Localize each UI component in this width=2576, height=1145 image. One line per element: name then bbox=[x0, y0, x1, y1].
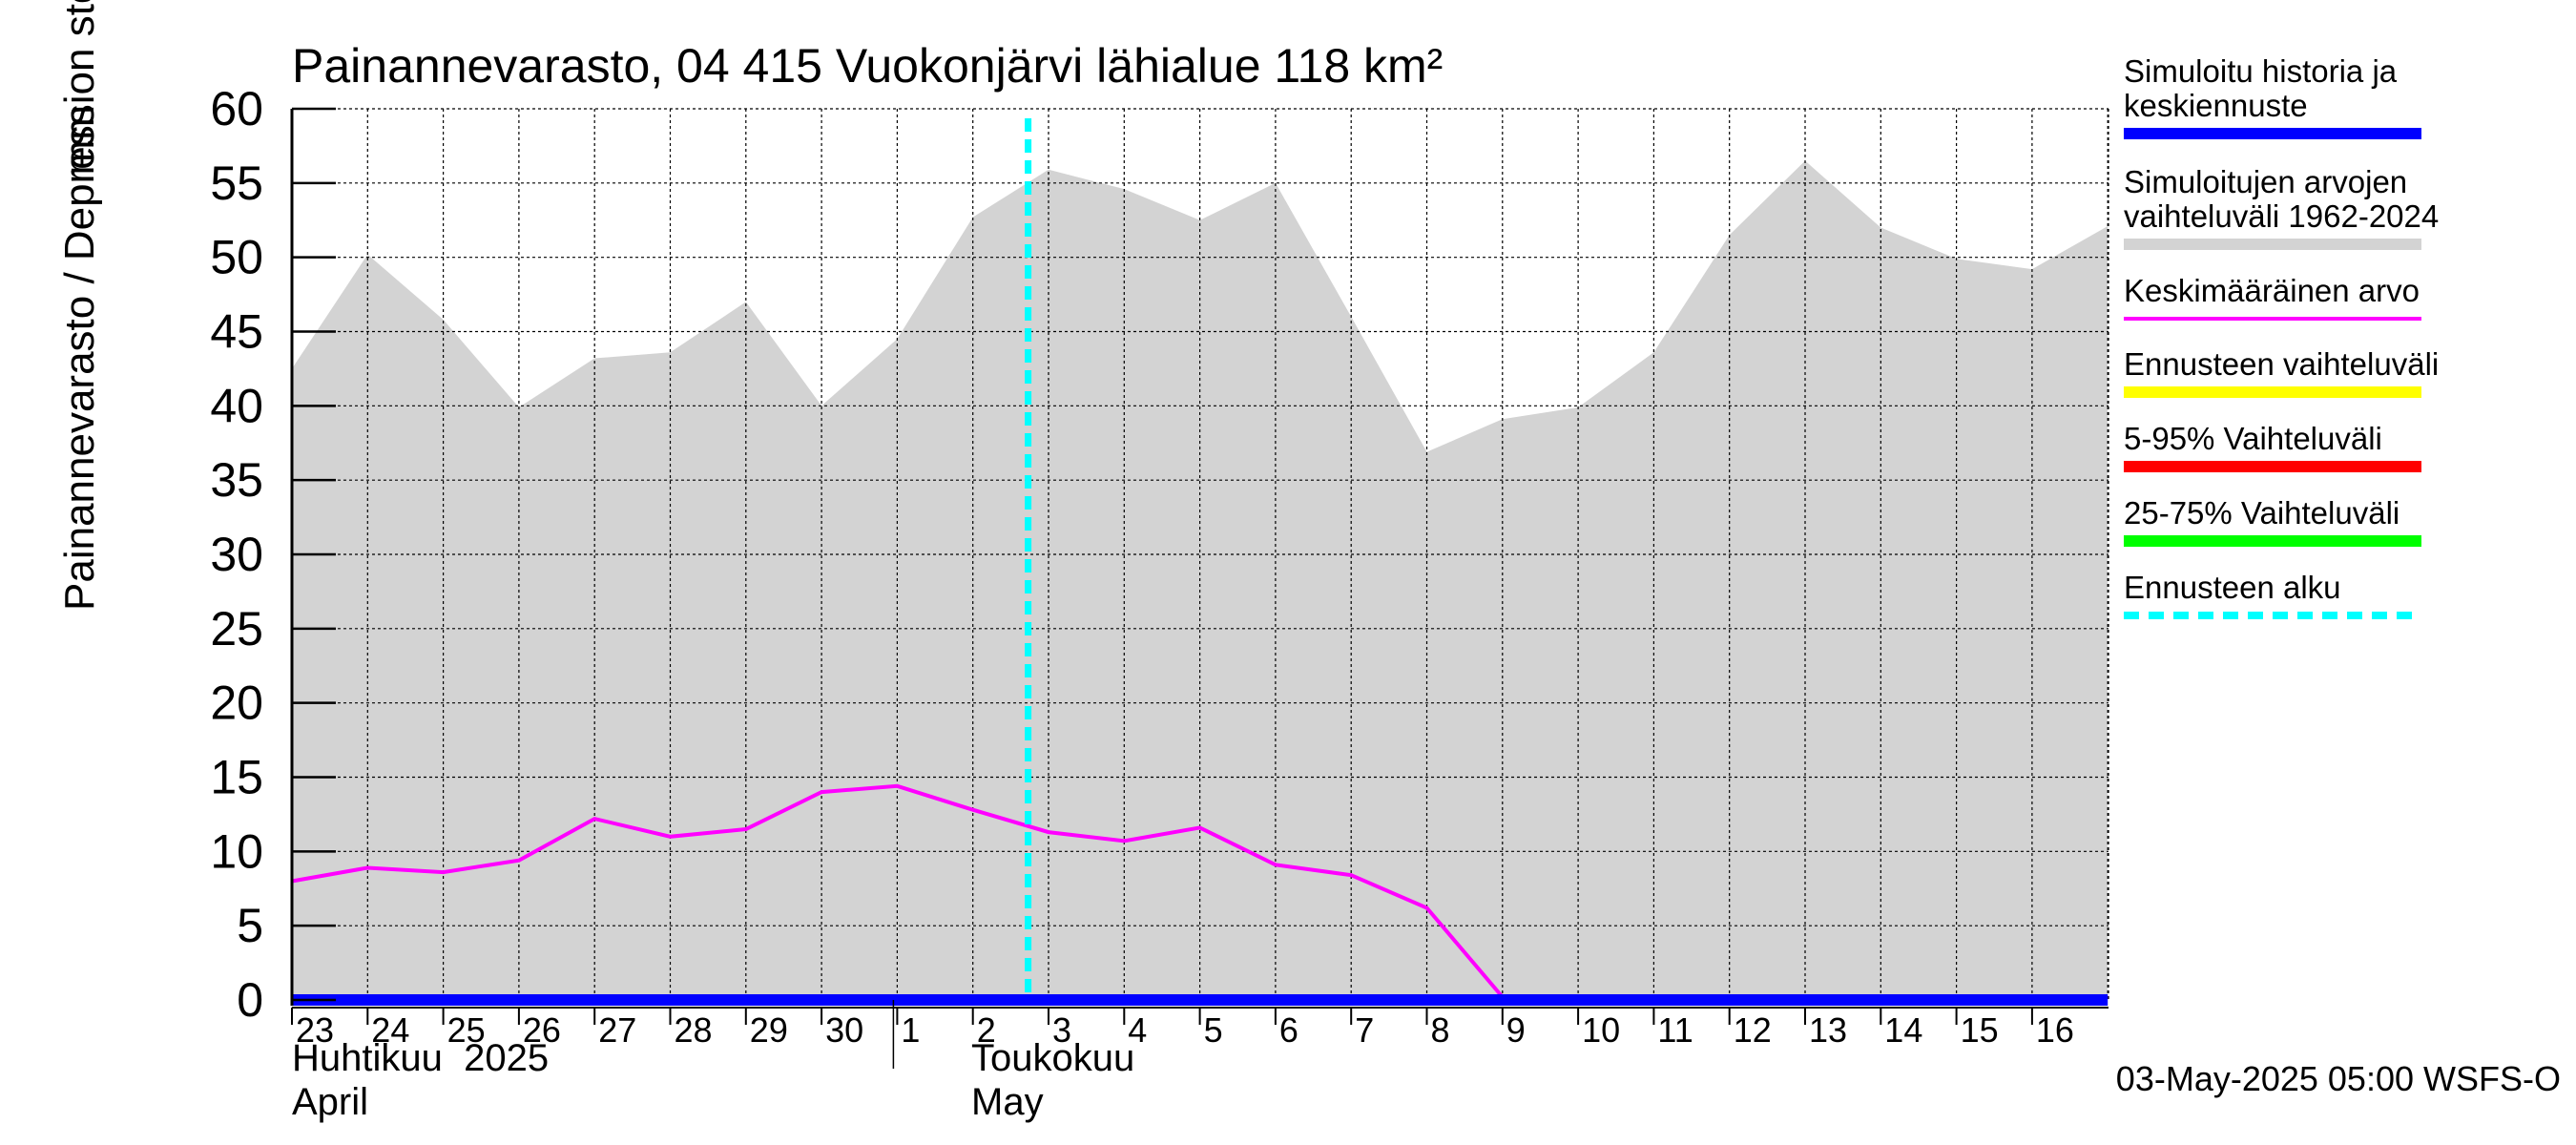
x-tick-label: 26 bbox=[523, 1010, 561, 1050]
y-tick-label: 55 bbox=[210, 156, 263, 210]
x-tick-label: 11 bbox=[1657, 1010, 1693, 1050]
x-tick-label: 23 bbox=[296, 1010, 334, 1050]
y-axis-label: Painannevarasto / Depression storage bbox=[56, 0, 103, 611]
y-tick-label: 60 bbox=[210, 82, 263, 135]
month-label-may-en: May bbox=[971, 1081, 1044, 1123]
x-tick-label: 29 bbox=[750, 1010, 788, 1050]
x-tick-label: 13 bbox=[1809, 1010, 1847, 1050]
x-tick-label: 1 bbox=[901, 1010, 920, 1050]
x-tick-label: 8 bbox=[1431, 1010, 1450, 1050]
footer-timestamp: 03-May-2025 05:00 WSFS-O bbox=[2116, 1059, 2561, 1098]
x-tick-label: 7 bbox=[1355, 1010, 1374, 1050]
x-tick-label: 4 bbox=[1128, 1010, 1147, 1050]
x-tick-label: 9 bbox=[1506, 1010, 1526, 1050]
y-tick-label: 50 bbox=[210, 231, 263, 284]
y-tick-label: 5 bbox=[237, 899, 263, 952]
y-tick-label: 10 bbox=[210, 824, 263, 878]
month-labels: Huhtikuu 2025 April Toukokuu May bbox=[292, 1037, 1134, 1123]
legend-label: Ennusteen alku bbox=[2124, 570, 2341, 605]
legend-label: keskiennuste bbox=[2124, 88, 2308, 123]
x-tick-label: 3 bbox=[1052, 1010, 1071, 1050]
y-tick-label: 25 bbox=[210, 602, 263, 656]
x-tick-label: 28 bbox=[675, 1010, 713, 1050]
legend-label: 25-75% Vaihteluväli bbox=[2124, 495, 2399, 531]
legend-label: vaihteluväli 1962-2024 bbox=[2124, 198, 2439, 234]
gridlines bbox=[292, 108, 2109, 1000]
month-label-april-fi: Huhtikuu 2025 bbox=[292, 1037, 549, 1079]
month-label-may-fi: Toukokuu bbox=[971, 1037, 1134, 1079]
x-tick-label: 14 bbox=[1884, 1010, 1922, 1050]
x-tick-label: 6 bbox=[1279, 1010, 1298, 1050]
x-tick-label: 30 bbox=[825, 1010, 863, 1050]
y-tick-label: 15 bbox=[210, 751, 263, 804]
legend-label: Simuloitu historia ja bbox=[2124, 53, 2398, 89]
y-axis-ticks: 0 5 10 15 20 25 30 35 40 45 50 55 60 bbox=[210, 82, 336, 1027]
y-tick-label: 30 bbox=[210, 528, 263, 581]
y-axis-label-group: Painannevarasto / Depression storage mm bbox=[56, 0, 103, 611]
plot-area bbox=[290, 108, 2109, 1069]
x-tick-label: 12 bbox=[1734, 1010, 1772, 1050]
x-tick-label: 10 bbox=[1582, 1010, 1620, 1050]
y-axis-unit: mm bbox=[56, 105, 103, 175]
y-tick-label: 0 bbox=[237, 973, 263, 1027]
x-tick-label: 16 bbox=[2036, 1010, 2074, 1050]
legend-label: Simuloitujen arvojen bbox=[2124, 164, 2407, 199]
y-tick-label: 40 bbox=[210, 379, 263, 432]
x-tick-label: 15 bbox=[1961, 1010, 1999, 1050]
y-tick-label: 20 bbox=[210, 677, 263, 730]
x-tick-label: 2 bbox=[977, 1010, 996, 1050]
legend-label: 5-95% Vaihteluväli bbox=[2124, 421, 2382, 456]
x-tick-label: 27 bbox=[598, 1010, 636, 1050]
y-tick-label: 35 bbox=[210, 453, 263, 507]
x-tick-label: 24 bbox=[371, 1010, 409, 1050]
legend-label: Keskimääräinen arvo bbox=[2124, 273, 2420, 308]
x-tick-label: 25 bbox=[447, 1010, 486, 1050]
legend-label: Ennusteen vaihteluväli bbox=[2124, 346, 2439, 382]
x-axis-ticks: 23 24 25 26 27 28 29 30 1 2 3 4 5 6 7 8 9 10 11 12 13 14 15 16 bbox=[291, 1008, 2074, 1050]
x-tick-label: 5 bbox=[1204, 1010, 1223, 1050]
chart-title: Painannevarasto, 04 415 Vuokonjärvi lähi… bbox=[292, 39, 1443, 93]
month-label-april-en: April bbox=[292, 1081, 368, 1123]
y-tick-label: 45 bbox=[210, 305, 263, 359]
